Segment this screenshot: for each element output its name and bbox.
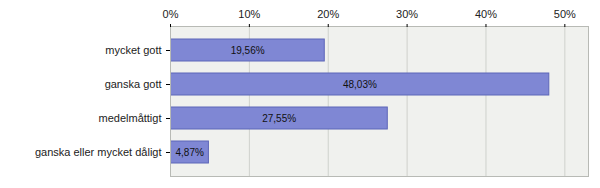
svg-text:0%: 0% [163,8,179,20]
svg-text:27,55%: 27,55% [262,113,296,124]
svg-text:30%: 30% [396,8,418,20]
svg-text:ganska eller mycket dåligt: ganska eller mycket dåligt [35,146,162,158]
svg-text:20%: 20% [317,8,339,20]
svg-text:40%: 40% [475,8,497,20]
svg-text:medelmåttigt: medelmåttigt [99,112,162,124]
svg-text:mycket gott: mycket gott [105,44,161,56]
svg-text:19,56%: 19,56% [231,45,265,56]
svg-text:10%: 10% [238,8,260,20]
svg-text:ganska gott: ganska gott [105,78,162,90]
svg-text:4,87%: 4,87% [176,147,204,158]
svg-text:48,03%: 48,03% [343,79,377,90]
svg-text:50%: 50% [554,8,576,20]
